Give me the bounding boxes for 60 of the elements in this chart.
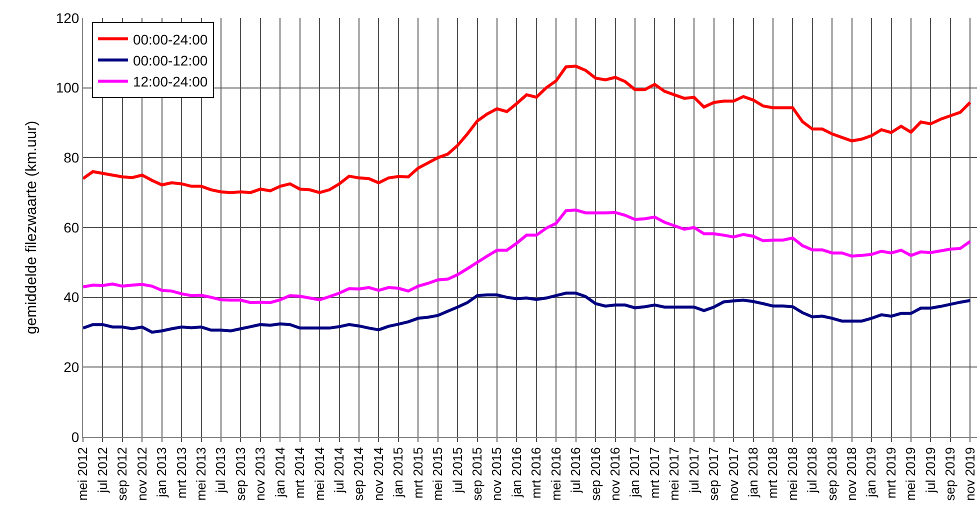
x-tick-label: mrt 2014 [292,447,308,499]
x-tick-label: nov 2013 [252,447,268,501]
y-tick-label: 0 [71,428,80,445]
x-tick-label: jul 2012 [94,447,110,494]
x-tick-label: jul 2017 [686,447,702,494]
x-tick-label: nov 2018 [844,447,860,501]
x-tick-label: mei 2017 [666,447,682,501]
x-tick-label: nov 2012 [134,447,150,501]
y-tick-label: 40 [64,289,80,306]
y-tick-label: 20 [64,359,80,376]
x-tick-label: sep 2013 [232,447,248,501]
x-tick-label: nov 2017 [726,447,741,501]
x-tick-label: mrt 2016 [528,447,544,499]
x-tick-label: sep 2019 [942,447,958,501]
x-tick-label: mei 2012 [75,447,90,501]
x-tick-label: nov 2014 [370,447,386,501]
x-tick-label: sep 2014 [351,447,366,501]
line-series [83,292,972,334]
legend-label: 12:00-24:00 [132,74,208,90]
y-tick-label: 100 [56,80,80,96]
x-tick-label: jan 2017 [627,447,642,498]
x-tick-label: jan 2018 [745,447,760,498]
x-tick-label: nov 2019 [962,447,978,501]
x-tick-label: jul 2018 [804,447,820,494]
x-tick-label: mei 2018 [784,447,800,501]
x-tick-label: nov 2015 [489,447,504,501]
y-tick-label: 80 [64,150,80,166]
x-tick-label: mrt 2017 [646,447,662,499]
x-tick-label: mrt 2015 [410,447,426,499]
x-tick-label: jul 2019 [922,447,938,494]
x-tick-label: jan 2015 [390,447,406,498]
x-tick-label: jul 2015 [450,447,465,494]
line-series [83,208,972,304]
line-series [83,64,972,194]
y-axis-title: gemiddelde filezwaarte (km.uur) [23,120,40,334]
x-tick-label: sep 2018 [824,447,840,501]
x-tick-label: mei 2016 [548,447,564,501]
x-tick-label: sep 2016 [588,447,603,501]
x-tick-label: mrt 2013 [174,447,189,499]
x-tick-label: jan 2019 [864,447,879,498]
x-tick-label: sep 2017 [706,447,722,501]
x-tick-label: mei 2015 [430,447,446,501]
legend-label: 00:00-12:00 [132,52,208,68]
x-tick-label: sep 2015 [469,447,484,501]
legend-label: 00:00-24:00 [132,31,208,48]
y-tick-label: 60 [64,219,80,236]
x-tick-label: jul 2014 [331,447,346,494]
x-tick-label: sep 2012 [114,447,130,501]
x-tick-label: mrt 2019 [883,447,898,499]
x-tick-label: mei 2013 [194,447,209,501]
x-tick-label: jan 2013 [154,447,170,498]
x-tick-label: jul 2013 [213,447,228,494]
x-tick-label: jul 2016 [568,447,584,494]
x-tick-label: mei 2014 [312,447,327,501]
x-tick-label: jan 2014 [272,447,288,498]
x-tick-label: jan 2016 [508,447,524,498]
x-tick-label: mrt 2018 [765,447,780,499]
y-tick-label: 120 [56,10,80,26]
x-tick-label: mei 2019 [903,447,918,501]
x-tick-label: nov 2016 [607,447,622,501]
